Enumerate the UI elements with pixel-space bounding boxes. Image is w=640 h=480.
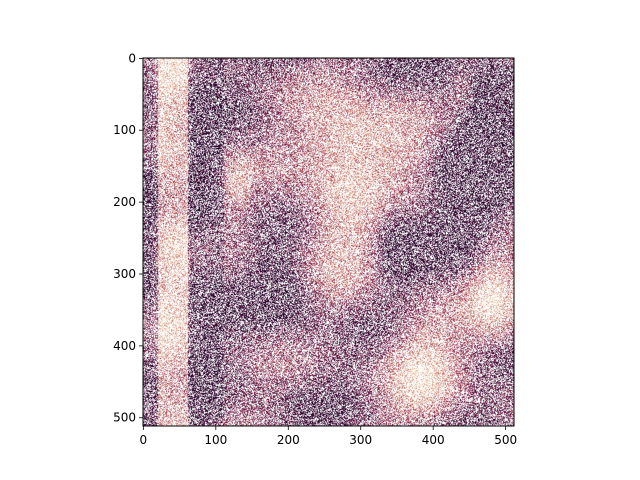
x-tick-label: 500	[494, 433, 517, 447]
x-tick-label: 0	[140, 433, 148, 447]
y-tick-label: 400	[113, 339, 136, 353]
x-tick-label: 100	[204, 433, 227, 447]
x-tick-label: 200	[277, 433, 300, 447]
y-axis: 0 100 200 300 400 500	[113, 51, 143, 425]
x-tick-label: 300	[349, 433, 372, 447]
plot-area	[142, 57, 515, 427]
x-tick-label: 400	[422, 433, 445, 447]
y-tick-label: 200	[113, 195, 136, 209]
y-tick-label: 100	[113, 123, 136, 137]
heatmap-image	[143, 58, 514, 426]
y-tick-label: 300	[113, 267, 136, 281]
y-tick-label: 0	[128, 51, 136, 65]
y-tick-label: 500	[113, 411, 136, 425]
x-axis: 0 100 200 300 400 500	[140, 426, 517, 447]
axes-frame	[142, 57, 515, 427]
